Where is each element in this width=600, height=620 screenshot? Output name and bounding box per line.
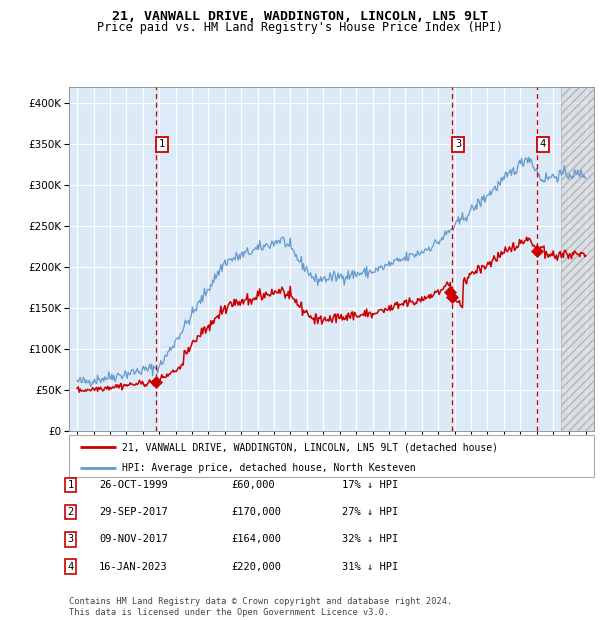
Text: 26-OCT-1999: 26-OCT-1999 bbox=[99, 480, 168, 490]
Text: 32% ↓ HPI: 32% ↓ HPI bbox=[342, 534, 398, 544]
Text: 31% ↓ HPI: 31% ↓ HPI bbox=[342, 562, 398, 572]
Text: Contains HM Land Registry data © Crown copyright and database right 2024.
This d: Contains HM Land Registry data © Crown c… bbox=[69, 598, 452, 617]
Text: 21, VANWALL DRIVE, WADDINGTON, LINCOLN, LN5 9LT (detached house): 21, VANWALL DRIVE, WADDINGTON, LINCOLN, … bbox=[121, 442, 497, 452]
Text: 21, VANWALL DRIVE, WADDINGTON, LINCOLN, LN5 9LT: 21, VANWALL DRIVE, WADDINGTON, LINCOLN, … bbox=[112, 10, 488, 23]
Text: £170,000: £170,000 bbox=[231, 507, 281, 517]
Text: 1: 1 bbox=[159, 139, 165, 149]
Text: 1: 1 bbox=[68, 480, 74, 490]
Text: £60,000: £60,000 bbox=[231, 480, 275, 490]
Text: 3: 3 bbox=[455, 139, 461, 149]
Text: Price paid vs. HM Land Registry's House Price Index (HPI): Price paid vs. HM Land Registry's House … bbox=[97, 21, 503, 34]
Text: HPI: Average price, detached house, North Kesteven: HPI: Average price, detached house, Nort… bbox=[121, 463, 415, 473]
Text: 27% ↓ HPI: 27% ↓ HPI bbox=[342, 507, 398, 517]
FancyBboxPatch shape bbox=[69, 435, 594, 477]
Text: 3: 3 bbox=[68, 534, 74, 544]
Text: 4: 4 bbox=[539, 139, 546, 149]
Text: 4: 4 bbox=[68, 562, 74, 572]
Text: 09-NOV-2017: 09-NOV-2017 bbox=[99, 534, 168, 544]
Text: £164,000: £164,000 bbox=[231, 534, 281, 544]
Bar bbox=[561, 87, 594, 431]
Text: £220,000: £220,000 bbox=[231, 562, 281, 572]
Text: 16-JAN-2023: 16-JAN-2023 bbox=[99, 562, 168, 572]
Text: 17% ↓ HPI: 17% ↓ HPI bbox=[342, 480, 398, 490]
Text: 29-SEP-2017: 29-SEP-2017 bbox=[99, 507, 168, 517]
Text: 2: 2 bbox=[68, 507, 74, 517]
